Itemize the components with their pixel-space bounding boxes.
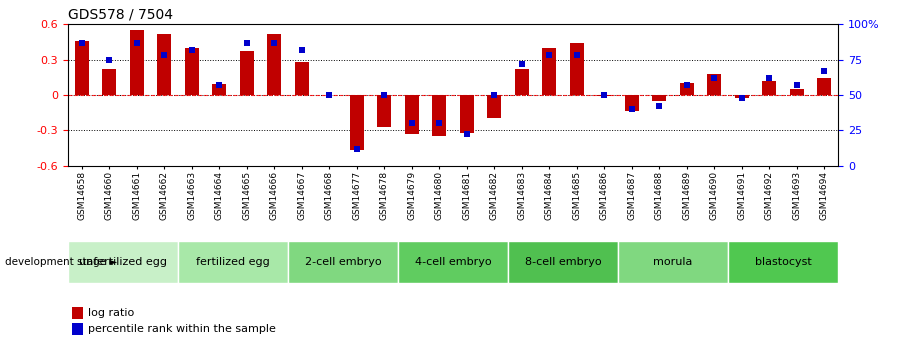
Bar bbox=[398, 241, 508, 283]
Bar bbox=[570, 43, 583, 95]
Bar bbox=[350, 95, 363, 150]
Text: blastocyst: blastocyst bbox=[755, 257, 812, 267]
Bar bbox=[267, 33, 281, 95]
Bar bbox=[405, 95, 419, 134]
Point bbox=[624, 106, 639, 112]
Text: unfertilized egg: unfertilized egg bbox=[79, 257, 167, 267]
Point bbox=[185, 47, 199, 52]
Point bbox=[597, 92, 612, 98]
Text: 8-cell embryo: 8-cell embryo bbox=[525, 257, 602, 267]
Text: 2-cell embryo: 2-cell embryo bbox=[304, 257, 381, 267]
Point bbox=[322, 92, 336, 98]
Bar bbox=[185, 48, 198, 95]
Bar bbox=[294, 62, 309, 95]
Point bbox=[102, 57, 117, 62]
Bar bbox=[597, 95, 612, 96]
Point bbox=[267, 40, 282, 45]
Bar bbox=[460, 95, 474, 132]
Text: 4-cell embryo: 4-cell embryo bbox=[415, 257, 491, 267]
Point bbox=[130, 40, 144, 45]
Bar bbox=[378, 95, 391, 127]
Point bbox=[74, 40, 89, 45]
Text: development stage ►: development stage ► bbox=[5, 257, 117, 267]
Bar bbox=[618, 241, 728, 283]
Text: morula: morula bbox=[653, 257, 693, 267]
Point bbox=[432, 120, 447, 126]
Text: percentile rank within the sample: percentile rank within the sample bbox=[88, 325, 275, 334]
Bar bbox=[763, 81, 776, 95]
Point bbox=[652, 104, 667, 109]
Bar bbox=[158, 33, 171, 95]
Point bbox=[542, 52, 556, 58]
Bar bbox=[323, 95, 336, 96]
Text: fertilized egg: fertilized egg bbox=[196, 257, 270, 267]
Bar bbox=[178, 241, 288, 283]
Point bbox=[459, 132, 474, 137]
Bar bbox=[288, 241, 398, 283]
Bar bbox=[735, 95, 748, 98]
Bar bbox=[652, 95, 666, 101]
Text: GDS578 / 7504: GDS578 / 7504 bbox=[68, 8, 173, 22]
Point bbox=[212, 82, 226, 88]
Point bbox=[294, 47, 309, 52]
Bar bbox=[68, 241, 178, 283]
FancyBboxPatch shape bbox=[68, 241, 838, 283]
Point bbox=[515, 61, 529, 67]
Point bbox=[570, 52, 584, 58]
Bar bbox=[212, 84, 226, 95]
Point bbox=[707, 75, 721, 81]
Bar bbox=[728, 241, 838, 283]
Point bbox=[789, 82, 804, 88]
Bar bbox=[240, 51, 254, 95]
Point bbox=[487, 92, 502, 98]
Bar bbox=[708, 74, 721, 95]
Bar bbox=[508, 241, 618, 283]
Bar bbox=[75, 41, 89, 95]
Bar bbox=[432, 95, 446, 136]
Bar bbox=[817, 78, 831, 95]
Point bbox=[350, 146, 364, 151]
Bar bbox=[515, 69, 528, 95]
Bar bbox=[130, 30, 143, 95]
Text: log ratio: log ratio bbox=[88, 308, 134, 318]
Point bbox=[680, 82, 694, 88]
Point bbox=[239, 40, 254, 45]
Point bbox=[817, 68, 832, 73]
Point bbox=[404, 120, 419, 126]
Bar bbox=[790, 89, 804, 95]
Bar bbox=[543, 48, 556, 95]
Point bbox=[157, 52, 171, 58]
Point bbox=[762, 75, 776, 81]
Bar bbox=[680, 83, 694, 95]
Bar bbox=[102, 69, 116, 95]
Point bbox=[735, 95, 749, 100]
Point bbox=[377, 92, 391, 98]
Bar bbox=[487, 95, 501, 118]
Bar bbox=[625, 95, 639, 111]
